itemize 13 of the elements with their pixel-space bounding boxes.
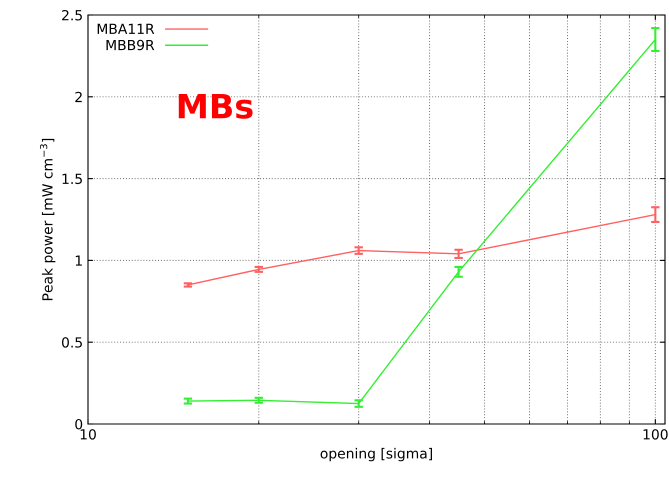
x-axis-title: opening [sigma] [320, 448, 432, 462]
y-tick-label: 0 [75, 418, 82, 430]
y-axis-title: Peak power [mW cm$^{−3}$] [40, 138, 56, 300]
legend-label: MBB9R [106, 40, 154, 50]
y-tick-label: 0.5 [62, 337, 82, 348]
y-tick-label: 2.5 [62, 10, 82, 20]
y-tick-label: 1.5 [62, 174, 82, 184]
x-tick-label: 10 [80, 429, 96, 440]
annotation: MBs [178, 94, 253, 119]
legend-label: MBA11R [98, 24, 154, 34]
x-tick-label: 100 [644, 429, 668, 440]
y-tick-label: 1 [76, 256, 82, 266]
y-tick-label: 2 [75, 92, 82, 102]
